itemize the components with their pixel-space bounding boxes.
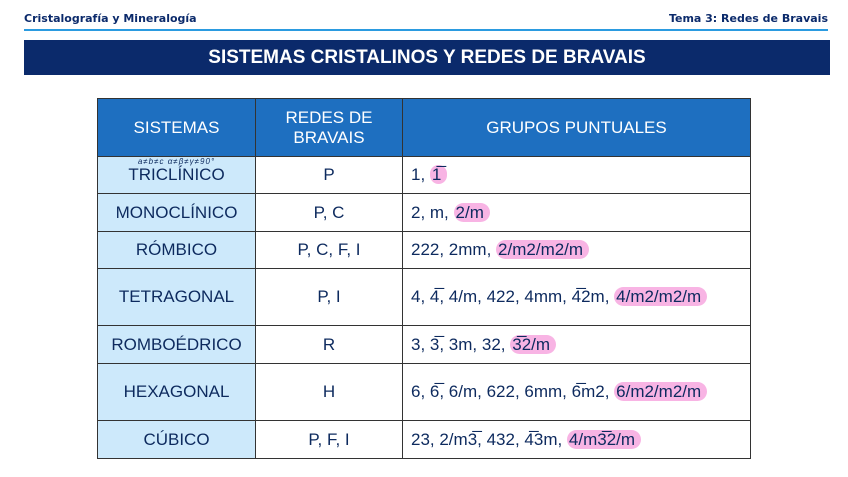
header-lattices: REDES DE BRAVAIS: [255, 98, 403, 157]
highlighted-group: 4/m2/m2/m: [614, 287, 708, 306]
table-row: RÓMBICO P, C, F, I 222, 2mm, 2/m2/m2/m: [97, 231, 751, 269]
point-groups: 23, 2/m3̅, 432, 4̅3m,: [411, 429, 567, 449]
groups-cell: 222, 2mm, 2/m2/m2/m: [402, 231, 751, 269]
table-row: CÚBICO P, F, I 23, 2/m3̅, 432, 4̅3m, 4/m…: [97, 420, 751, 459]
point-groups: 2, m,: [411, 202, 454, 222]
table-row: a≠b≠c α≠β≠γ≠90° TRICLÍNICO P 1, 1̅: [97, 156, 751, 194]
lattices-cell: P, F, I: [255, 420, 403, 459]
highlighted-group: 2/m2/m2/m: [496, 240, 590, 259]
point-groups: 3, 3̅, 3m, 32,: [411, 334, 511, 354]
table-row: TETRAGONAL P, I 4, 4̅, 4/m, 422, 4mm, 4̅…: [97, 268, 751, 326]
table-row: MONOCLÍNICO P, C 2, m, 2/m: [97, 193, 751, 232]
table-header-row: SISTEMAS REDES DE BRAVAIS GRUPOS PUNTUAL…: [97, 98, 751, 157]
groups-cell: 4, 4̅, 4/m, 422, 4mm, 4̅2m, 4/m2/m2/m: [402, 268, 751, 326]
groups-cell: 23, 2/m3̅, 432, 4̅3m, 4/m3̅2/m: [402, 420, 751, 459]
groups-cell: 2, m, 2/m: [402, 193, 751, 232]
system-name: RÓMBICO: [135, 240, 218, 259]
system-cell: ROMBOÉDRICO: [97, 325, 256, 364]
course-title: Cristalografía y Mineralogía: [24, 12, 197, 25]
highlighted-group: 6/m2/m2/m: [614, 382, 708, 401]
system-name: TETRAGONAL: [118, 287, 235, 306]
system-cell: a≠b≠c α≠β≠γ≠90° TRICLÍNICO: [97, 156, 256, 194]
lattices-cell: P, I: [255, 268, 403, 326]
groups-cell: 3, 3̅, 3m, 32, 3̅2/m: [402, 325, 751, 364]
table-row: HEXAGONAL H 6, 6̅, 6/m, 622, 6mm, 6̅m2, …: [97, 363, 751, 421]
table-row: ROMBOÉDRICO R 3, 3̅, 3m, 32, 3̅2/m: [97, 325, 751, 364]
highlighted-group: 1̅: [429, 165, 448, 184]
topic-title: Tema 3: Redes de Bravais: [668, 12, 828, 25]
point-groups: 4, 4̅, 4/m, 422, 4mm, 4̅2m,: [411, 287, 615, 306]
system-name: MONOCLÍNICO: [115, 202, 238, 222]
highlighted-group: 4/m3̅2/m: [566, 429, 642, 449]
groups-cell: 6, 6̅, 6/m, 622, 6mm, 6̅m2, 6/m2/m2/m: [402, 363, 751, 421]
system-cell: HEXAGONAL: [97, 363, 256, 421]
highlighted-group: 3̅2/m: [510, 334, 557, 354]
header-groups: GRUPOS PUNTUALES: [402, 98, 751, 157]
lattices-cell: H: [255, 363, 403, 421]
crystal-systems-table: SISTEMAS REDES DE BRAVAIS GRUPOS PUNTUAL…: [97, 98, 751, 459]
point-groups: 1,: [411, 165, 430, 184]
lattices-cell: R: [255, 325, 403, 364]
system-cell: RÓMBICO: [97, 231, 256, 269]
slide-title: SISTEMAS CRISTALINOS Y REDES DE BRAVAIS: [24, 40, 830, 75]
lattices-cell: P: [255, 156, 403, 194]
highlighted-group: 2/m: [453, 202, 490, 222]
system-name: HEXAGONAL: [123, 382, 230, 401]
lattices-cell: P, C: [255, 193, 403, 232]
lattices-cell: P, C, F, I: [255, 231, 403, 269]
groups-cell: 1, 1̅: [402, 156, 751, 194]
system-name: CÚBICO: [143, 429, 210, 449]
system-cell: MONOCLÍNICO: [97, 193, 256, 232]
header-divider: [24, 29, 828, 31]
point-groups: 6, 6̅, 6/m, 622, 6mm, 6̅m2,: [411, 382, 615, 401]
point-groups: 222, 2mm,: [411, 240, 497, 259]
system-cell: TETRAGONAL: [97, 268, 256, 326]
header-systems: SISTEMAS: [97, 98, 256, 157]
system-name: ROMBOÉDRICO: [111, 334, 242, 354]
triclinic-note: a≠b≠c α≠β≠γ≠90°: [137, 157, 216, 166]
system-cell: CÚBICO: [97, 420, 256, 459]
system-name: TRICLÍNICO: [128, 165, 225, 184]
